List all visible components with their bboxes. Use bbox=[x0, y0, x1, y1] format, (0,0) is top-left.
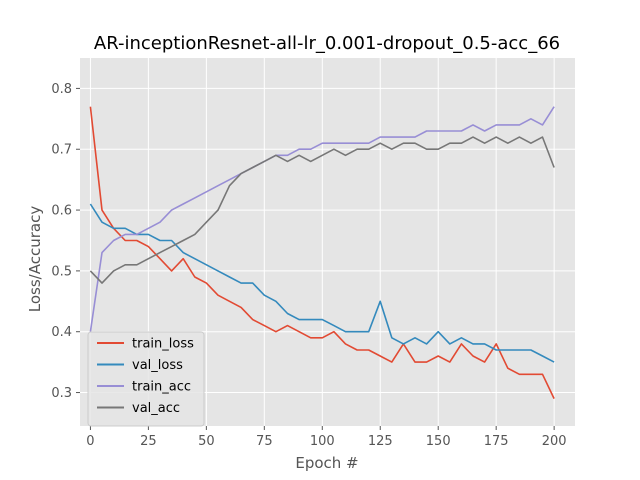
y-tick-label: 0.3 bbox=[51, 386, 72, 401]
y-tick-label: 0.5 bbox=[51, 264, 72, 279]
x-tick-label: 150 bbox=[426, 434, 451, 449]
legend-label: train_acc bbox=[132, 380, 191, 395]
x-tick-label: 200 bbox=[542, 434, 567, 449]
y-tick-label: 0.8 bbox=[51, 82, 72, 97]
series-line-val-acc bbox=[89, 136, 555, 284]
series-line-train-loss bbox=[89, 106, 555, 399]
series-line-val-loss bbox=[89, 203, 555, 363]
x-tick-label: 75 bbox=[256, 434, 273, 449]
y-axis-ticks: 0.3 0.4 0.5 0.6 0.7 0.8 bbox=[51, 82, 80, 401]
x-axis-ticks: 0 25 50 75 100 125 150 175 200 bbox=[86, 426, 567, 449]
legend-label: train_loss bbox=[132, 337, 194, 352]
series-layer bbox=[89, 106, 555, 399]
x-tick-label: 0 bbox=[86, 434, 94, 449]
series-line-train-acc bbox=[89, 106, 555, 332]
x-tick-label: 175 bbox=[484, 434, 509, 449]
x-axis-label: Epoch # bbox=[295, 454, 358, 472]
legend-label: val_acc bbox=[132, 401, 180, 416]
x-tick-label: 100 bbox=[310, 434, 335, 449]
legend: train_loss val_loss train_acc val_acc bbox=[87, 331, 205, 427]
x-tick-label: 25 bbox=[140, 434, 157, 449]
gridlines bbox=[80, 58, 575, 426]
y-axis-label: Loss/Accuracy bbox=[26, 206, 44, 313]
x-tick-label: 125 bbox=[368, 434, 393, 449]
y-tick-label: 0.6 bbox=[51, 204, 72, 219]
y-tick-label: 0.4 bbox=[51, 325, 72, 340]
chart-title: AR-inceptionResnet-all-lr_0.001-dropout_… bbox=[94, 33, 560, 54]
legend-box bbox=[87, 331, 205, 427]
y-tick-label: 0.7 bbox=[51, 143, 72, 158]
x-tick-label: 50 bbox=[198, 434, 215, 449]
legend-label: val_loss bbox=[132, 358, 183, 373]
